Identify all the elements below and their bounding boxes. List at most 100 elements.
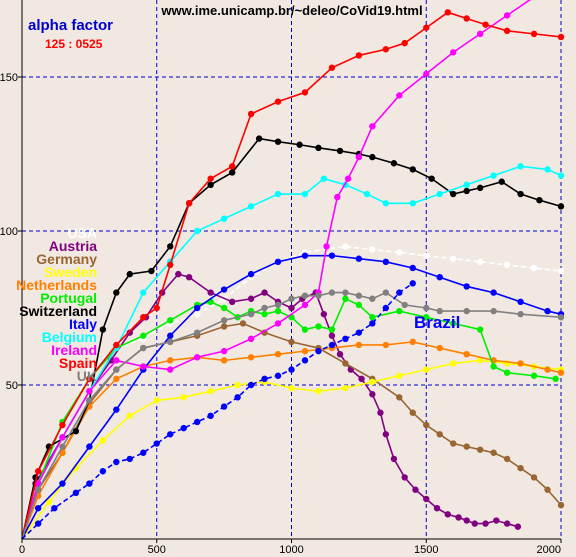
data-point (382, 258, 390, 265)
data-point (409, 200, 416, 207)
data-point (328, 332, 336, 339)
data-point (315, 144, 322, 152)
data-point (369, 295, 376, 302)
data-point (207, 175, 214, 182)
data-point (34, 505, 42, 512)
data-point (396, 92, 403, 99)
data-point (140, 332, 147, 339)
data-point (247, 381, 255, 389)
data-point (463, 517, 470, 524)
data-point (207, 387, 214, 395)
data-point (498, 178, 505, 185)
data-point (34, 468, 42, 475)
data-point (423, 304, 430, 312)
legend-label-brazil: Brazil (414, 313, 460, 332)
data-point (328, 326, 336, 333)
series-switzerland (21, 135, 565, 540)
data-point (86, 366, 93, 373)
data-point (423, 495, 430, 503)
data-point (247, 270, 255, 278)
data-point (557, 33, 565, 41)
data-point (59, 443, 66, 450)
data-point (288, 366, 295, 373)
data-point (382, 341, 390, 349)
data-point (274, 190, 282, 198)
legend-label: Spain (59, 355, 97, 371)
legend-label: Sweden (44, 264, 97, 280)
data-point (247, 295, 255, 302)
data-point (544, 486, 551, 493)
data-point (113, 458, 120, 466)
data-point (167, 243, 174, 250)
data-point (342, 289, 349, 296)
legend-label: UK (77, 368, 97, 384)
data-point (476, 184, 484, 192)
data-point (167, 366, 174, 373)
data-point (193, 354, 201, 361)
data-point (140, 344, 147, 352)
data-point (369, 320, 376, 327)
data-point (463, 443, 470, 450)
data-point (220, 317, 228, 324)
data-point (220, 357, 228, 364)
data-point (193, 329, 201, 336)
data-point (471, 520, 478, 527)
data-point (86, 480, 93, 487)
data-point (444, 511, 452, 518)
data-point (153, 440, 160, 447)
data-point (274, 372, 282, 379)
chart-title: alpha factor (28, 17, 113, 34)
data-point (557, 369, 565, 376)
data-point (193, 227, 201, 235)
data-point (503, 520, 511, 527)
data-point (482, 520, 489, 527)
data-point (396, 289, 403, 296)
data-point (377, 409, 384, 416)
data-point (72, 428, 80, 435)
data-point (514, 523, 522, 530)
legend-label: Portugal (40, 290, 97, 306)
data-point (261, 375, 268, 383)
data-point (436, 190, 443, 198)
data-point (503, 27, 511, 34)
data-point (490, 289, 497, 296)
data-point (167, 317, 174, 324)
data-point (274, 320, 282, 327)
data-point (557, 314, 565, 321)
data-point (193, 304, 201, 312)
data-point (463, 351, 470, 358)
data-point (369, 246, 376, 253)
data-point (450, 190, 457, 198)
data-point (328, 341, 336, 349)
data-point (315, 387, 322, 395)
data-point (517, 360, 524, 367)
data-point (113, 357, 120, 364)
data-point (274, 98, 282, 105)
source-url: www.ime.unicamp.br/~deleo/CoVid19.html (160, 3, 422, 18)
data-point (86, 443, 93, 450)
data-point (86, 387, 93, 395)
data-point (503, 261, 511, 269)
legend-label: Ireland (51, 342, 97, 358)
x-tick-label: 1000 (279, 544, 303, 556)
data-point (126, 412, 133, 419)
data-point (126, 270, 133, 278)
data-point (193, 418, 201, 426)
data-point (320, 310, 328, 318)
data-point (423, 252, 430, 259)
data-point (517, 298, 524, 306)
data-point (34, 480, 42, 487)
data-point (167, 357, 174, 364)
data-point (544, 166, 551, 173)
data-point (503, 12, 511, 19)
data-point (396, 307, 403, 315)
data-point (436, 431, 443, 438)
data-point (274, 258, 282, 265)
data-point (301, 292, 309, 299)
data-point (274, 307, 282, 315)
data-point (288, 338, 295, 346)
data-point (229, 298, 236, 306)
data-point (59, 434, 66, 441)
